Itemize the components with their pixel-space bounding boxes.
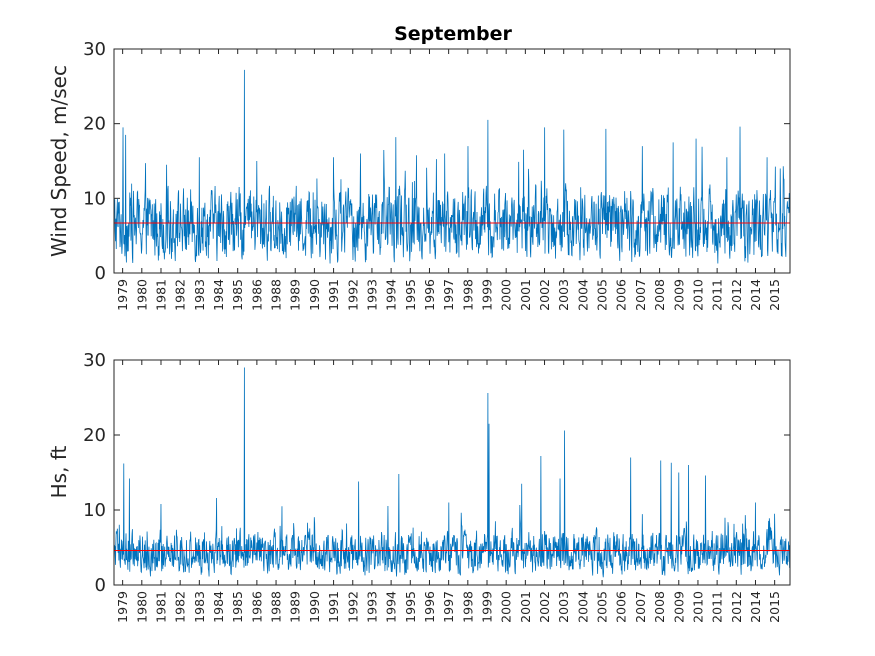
wind-xtick-label: 1990 (307, 279, 322, 311)
hs-xtick-label: 2002 (537, 591, 552, 623)
hs-ytick-label: 10 (83, 500, 106, 521)
hs-xtick-label: 2015 (767, 591, 782, 623)
chart-title: September (394, 23, 512, 45)
wind-ytick-label: 20 (83, 114, 106, 135)
wind-xtick-label: 1997 (441, 279, 456, 311)
wind-xtick-label: 1981 (154, 279, 169, 311)
hs-xtick-label: 1999 (480, 591, 495, 623)
hs-axes-box (113, 359, 791, 586)
hs-xtick-label: 2008 (652, 591, 667, 623)
hs-xtick-label: 1997 (441, 591, 456, 623)
wind-xtick-label: 1989 (288, 279, 303, 311)
wind-xtick-label: 2008 (652, 279, 667, 311)
wind-ytick-label: 30 (83, 39, 106, 60)
wind-xtick-label: 1980 (134, 279, 149, 311)
wind-xtick-label: 2015 (767, 279, 782, 311)
hs-xtick-label: 1992 (345, 591, 360, 623)
wind-xtick-label: 1983 (192, 279, 207, 311)
wind-xtick-label: 1998 (460, 279, 475, 311)
hs-xtick-label: 1984 (211, 591, 226, 623)
wind-xtick-label: 2011 (710, 279, 725, 311)
hs-xtick-label: 1996 (422, 591, 437, 623)
wind-xtick-label: 1993 (364, 279, 379, 311)
wind-xtick-label: 1994 (384, 279, 399, 311)
wind-xtick-label: 2006 (614, 279, 629, 311)
wind-ylabel: Wind Speed, m/sec (47, 65, 71, 257)
hs-xtick-label: 1989 (288, 591, 303, 623)
hs-ytick-label: 0 (95, 575, 106, 596)
hs-xtick-label: 1993 (364, 591, 379, 623)
wind-xtick-label: 1984 (211, 279, 226, 311)
hs-xtick-label: 1980 (134, 591, 149, 623)
wind-series-line (113, 69, 791, 264)
wind-ytick-label: 0 (95, 263, 106, 284)
wind-xtick-label: 2003 (556, 279, 571, 311)
hs-xtick-label: 2009 (671, 591, 686, 623)
hs-xtick-label: 1988 (269, 591, 284, 623)
wind-xtick-label: 2002 (537, 279, 552, 311)
hs-xtick-label: 1986 (249, 591, 264, 623)
hs-xtick-label: 1991 (326, 591, 341, 623)
wind-xtick-label: 2009 (671, 279, 686, 311)
hs-xtick-label: 1982 (173, 591, 188, 623)
hs-xtick-label: 2010 (690, 591, 705, 623)
wind-xtick-label: 2010 (690, 279, 705, 311)
wind-xtick-label: 2000 (499, 279, 514, 311)
hs-xtick-label: 1995 (403, 591, 418, 623)
wave-height-axes: 0 10 20 30 1979 1980 1981 1982 1983 1984 1985 1986 1… (47, 350, 791, 623)
wind-xtick-label: 1991 (326, 279, 341, 311)
wind-speed-axes: 0 10 20 30 1979 1980 1981 1982 1983 1984 1985 1986 1… (47, 39, 791, 311)
wind-xtick-label: 2001 (518, 279, 533, 311)
hs-ytick-label: 30 (83, 350, 106, 371)
wind-xtick-label: 1995 (403, 279, 418, 311)
wind-xtick-label: 1982 (173, 279, 188, 311)
hs-xtick-label: 1983 (192, 591, 207, 623)
wind-xtick-label: 2004 (575, 279, 590, 311)
hs-series-line (113, 367, 791, 578)
hs-ylabel: Hs, ft (47, 445, 71, 498)
wind-xtick-label: 1999 (480, 279, 495, 311)
wind-xtick-label: 1988 (269, 279, 284, 311)
wind-xtick-label: 2007 (633, 279, 648, 311)
hs-xtick-label: 1998 (460, 591, 475, 623)
wind-xtick-label: 1979 (115, 279, 130, 311)
wind-axes-box (113, 48, 791, 274)
hs-xtick-label: 2005 (595, 591, 610, 623)
wind-xtick-label: 1985 (230, 279, 245, 311)
wind-xtick-label: 1996 (422, 279, 437, 311)
hs-xtick-label: 2006 (614, 591, 629, 623)
hs-xtick-label: 1994 (384, 591, 399, 623)
hs-xtick-label: 2000 (499, 591, 514, 623)
hs-xtick-label: 2004 (575, 591, 590, 623)
hs-xtick-label: 1985 (230, 591, 245, 623)
hs-xtick-label: 2001 (518, 591, 533, 623)
hs-ytick-label: 20 (83, 425, 106, 446)
hs-xtick-label: 2007 (633, 591, 648, 623)
hs-xtick-label: 2011 (710, 591, 725, 623)
wind-xtick-label: 1986 (249, 279, 264, 311)
hs-xtick-label: 2012 (729, 591, 744, 623)
hs-xtick-label: 2003 (556, 591, 571, 623)
hs-xtick-label: 1981 (154, 591, 169, 623)
hs-xtick-label: 2014 (748, 591, 763, 623)
wind-ytick-label: 10 (83, 188, 106, 209)
wind-xtick-label: 2014 (748, 279, 763, 311)
hs-xtick-label: 1979 (115, 591, 130, 623)
wind-xtick-label: 1992 (345, 279, 360, 311)
wind-xtick-label: 2012 (729, 279, 744, 311)
wind-xtick-label: 2005 (595, 279, 610, 311)
hs-xtick-label: 1990 (307, 591, 322, 623)
